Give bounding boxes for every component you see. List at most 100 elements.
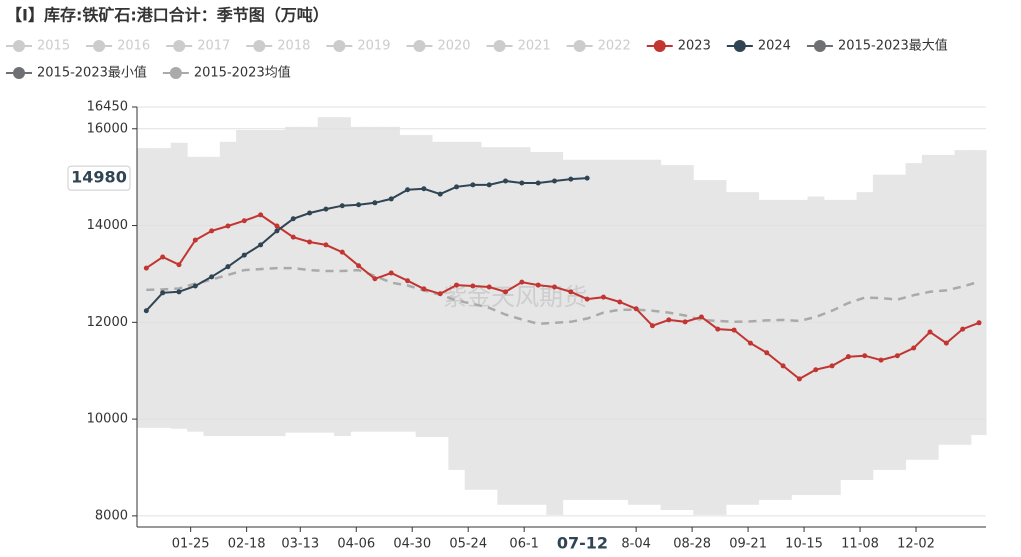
range-band: [742, 192, 760, 505]
data-point: [486, 182, 492, 188]
legend-icon-dot: [493, 40, 506, 52]
range-band: [970, 150, 987, 436]
range-band: [154, 148, 172, 428]
legend-icon-dot: [653, 40, 666, 52]
data-point: [715, 326, 721, 332]
legend-item[interactable]: 2023: [646, 39, 711, 54]
legend-item[interactable]: 2021: [486, 39, 551, 54]
range-band: [203, 156, 221, 437]
range-band: [921, 154, 939, 460]
range-band: [464, 141, 482, 490]
data-point: [845, 354, 851, 360]
legend-item[interactable]: 2015: [6, 39, 70, 54]
y-tick-label: 14000: [87, 218, 128, 233]
data-point: [405, 278, 411, 284]
range-band: [562, 159, 580, 500]
data-point: [356, 202, 362, 208]
x-tick-label: 05-24: [449, 537, 487, 552]
range-band: [399, 135, 417, 432]
range-band: [676, 165, 694, 511]
data-point: [339, 203, 345, 209]
data-point: [813, 367, 819, 373]
x-tick-label: 08-28: [673, 537, 711, 552]
data-point: [454, 184, 460, 190]
x-tick-label: 12-02: [897, 537, 935, 552]
watermark: 紫金天风期货: [443, 283, 587, 311]
range-band: [497, 147, 515, 505]
data-point: [143, 308, 149, 314]
legend-label: 2021: [518, 39, 551, 54]
range-band: [774, 199, 792, 500]
range-band: [415, 135, 433, 437]
data-point: [470, 182, 476, 188]
legend-label: 2017: [197, 39, 230, 54]
data-point: [911, 345, 917, 351]
y-tick-label: 16450: [87, 100, 128, 115]
legend-label: 2018: [277, 39, 310, 54]
data-point: [976, 320, 982, 326]
legend-icon-dot: [13, 40, 25, 52]
range-band: [301, 126, 319, 433]
data-point: [454, 282, 460, 288]
data-point: [258, 242, 264, 248]
legend-item[interactable]: 2020: [406, 39, 471, 54]
legend-item[interactable]: 2019: [326, 39, 390, 54]
range-band: [954, 150, 972, 445]
legend-label: 2015-2023最小值: [37, 65, 147, 81]
data-point: [241, 252, 247, 258]
data-point: [617, 299, 623, 305]
data-point: [486, 284, 492, 290]
data-point: [764, 350, 770, 356]
range-band: [383, 126, 400, 432]
data-point: [241, 218, 247, 224]
legend-label: 2023: [678, 39, 711, 54]
range-band: [187, 156, 204, 432]
data-point: [160, 254, 166, 260]
range-band: [481, 147, 498, 490]
range-band: [317, 117, 335, 433]
legend-label: 2019: [357, 39, 390, 54]
legend-item[interactable]: 2015-2023最小值: [6, 65, 147, 81]
range-band: [170, 142, 188, 429]
data-point: [682, 319, 688, 325]
data-point: [503, 178, 509, 184]
data-point: [388, 270, 394, 276]
legend-item[interactable]: 2018: [246, 39, 310, 54]
x-tick-label: 10-15: [785, 537, 823, 552]
data-point: [796, 376, 802, 382]
x-tick-label: 09-21: [729, 537, 767, 552]
data-point: [274, 228, 280, 234]
data-point: [372, 200, 378, 206]
data-point: [356, 263, 362, 269]
legend-icon-dot: [253, 40, 266, 52]
data-point: [747, 340, 753, 346]
data-point: [388, 196, 394, 202]
data-point: [143, 265, 149, 271]
x-tick-label: 11-08: [841, 537, 879, 552]
legend-icon-dot: [813, 40, 826, 52]
range-band: [791, 199, 809, 496]
legend-item[interactable]: 2016: [86, 39, 150, 54]
range-band: [268, 129, 286, 437]
legend-item[interactable]: 2015-2023均值: [162, 65, 291, 81]
data-point: [209, 228, 215, 234]
legend-item[interactable]: 2015-2023最大值: [806, 38, 948, 54]
data-point: [943, 340, 949, 346]
legend-label: 2020: [437, 39, 470, 54]
legend-item[interactable]: 2022: [566, 39, 631, 54]
data-point: [176, 289, 182, 295]
pointer-y: 14980: [67, 165, 131, 191]
range-band: [236, 129, 253, 437]
y-tick-label: 12000: [87, 315, 128, 330]
data-point: [176, 262, 182, 268]
range-band: [856, 192, 874, 481]
data-point: [503, 289, 509, 295]
legend-item[interactable]: 2024: [726, 39, 791, 54]
range-band: [905, 163, 923, 460]
legend-item[interactable]: 2017: [166, 39, 230, 54]
pointer-y-label: 14980: [71, 168, 127, 187]
legend-icon-dot: [573, 40, 586, 52]
data-point: [535, 180, 541, 186]
legend-icon-dot: [413, 40, 426, 52]
